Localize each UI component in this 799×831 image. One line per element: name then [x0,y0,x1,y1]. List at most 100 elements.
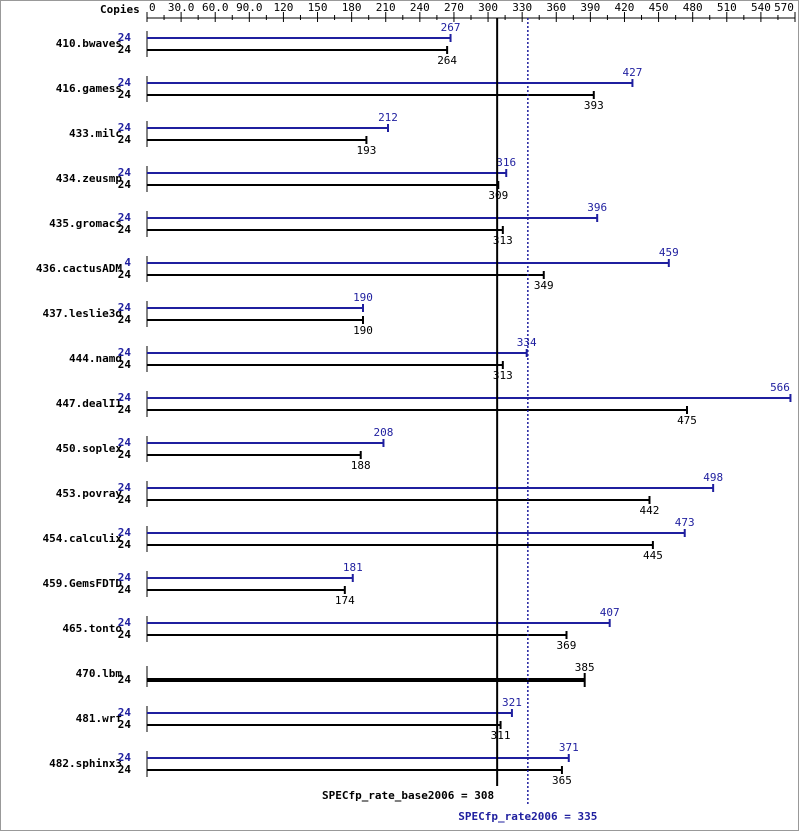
value-label: 208 [374,426,394,439]
value-label: 193 [356,144,376,157]
value-label: 309 [488,189,508,202]
value-label: 313 [493,234,513,247]
value-label: 445 [643,549,663,562]
benchmark-label: 481.wrf [76,712,122,725]
copies-label: 24 [118,538,132,551]
value-label: 473 [675,516,695,529]
benchmark-label: 450.soplex [56,442,123,455]
reference-label: SPECfp_rate_base2006 = 308 [322,789,494,802]
value-label: 188 [351,459,371,472]
copies-label: 24 [118,166,132,179]
value-label: 385 [575,661,595,674]
benchmark-label: 465.tonto [62,622,122,635]
copies-label: 24 [118,358,132,371]
copies-label: 24 [118,403,132,416]
copies-label: 24 [118,43,132,56]
copies-label: 24 [118,268,132,281]
x-tick-label: 270 [444,1,464,14]
copies-label: 24 [118,133,132,146]
value-label: 427 [622,66,642,79]
copies-label: 24 [118,31,132,44]
value-label: 190 [353,291,373,304]
benchmark-label: 459.GemsFDTD [43,577,123,590]
benchmark-label: 416.gamess [56,82,122,95]
benchmark-label: 433.milc [69,127,122,140]
value-label: 396 [587,201,607,214]
x-tick-label: 540 [751,1,771,14]
x-tick-label: 180 [342,1,362,14]
copies-label: 24 [118,301,132,314]
copies-label: 24 [118,178,132,191]
copies-label: 24 [118,391,132,404]
copies-label: 24 [118,346,132,359]
value-label: 349 [534,279,554,292]
value-label: 407 [600,606,620,619]
x-tick-label: 120 [273,1,293,14]
value-label: 311 [491,729,511,742]
copies-label: 24 [118,706,132,719]
x-tick-label: 210 [376,1,396,14]
copies-label: 24 [118,526,132,539]
benchmark-label: 436.cactusADM [36,262,122,275]
value-label: 321 [502,696,522,709]
copies-label: 24 [118,223,132,236]
benchmark-label: 444.namd [69,352,122,365]
copies-label: 4 [124,256,131,269]
value-label: 498 [703,471,723,484]
copies-label: 24 [118,583,132,596]
x-tick-label: 0 [149,1,156,14]
copies-label: 24 [118,628,132,641]
value-label: 181 [343,561,363,574]
benchmark-label: 454.calculix [43,532,123,545]
copies-label: 24 [118,493,132,506]
x-tick-label: 240 [410,1,430,14]
copies-label: 24 [118,718,132,731]
benchmark-label: 470.lbm [76,667,123,680]
value-label: 316 [496,156,516,169]
x-tick-label: 390 [580,1,600,14]
value-label: 365 [552,774,572,787]
value-label: 212 [378,111,398,124]
value-label: 393 [584,99,604,112]
value-label: 190 [353,324,373,337]
value-label: 371 [559,741,579,754]
value-label: 313 [493,369,513,382]
benchmark-label: 410.bwaves [56,37,122,50]
x-tick-label: 90.0 [236,1,263,14]
value-label: 566 [770,381,790,394]
x-tick-label: 570 [774,1,794,14]
value-label: 369 [557,639,577,652]
x-tick-label: 60.0 [202,1,229,14]
copies-label: 24 [118,76,132,89]
copies-header: Copies [100,3,140,16]
copies-label: 24 [118,313,132,326]
copies-label: 24 [118,616,132,629]
copies-label: 24 [118,481,132,494]
benchmark-label: 482.sphinx3 [49,757,122,770]
x-tick-label: 420 [615,1,635,14]
x-tick-label: 30.0 [168,1,195,14]
copies-label: 24 [118,448,132,461]
x-tick-label: 480 [683,1,703,14]
x-tick-label: 450 [649,1,669,14]
value-label: 267 [441,21,461,34]
copies-label: 24 [118,88,132,101]
value-label: 334 [517,336,537,349]
benchmark-label: 435.gromacs [49,217,122,230]
benchmark-label: 447.dealII [56,397,122,410]
copies-label: 24 [118,211,132,224]
value-label: 459 [659,246,679,259]
x-tick-label: 150 [308,1,328,14]
x-tick-label: 330 [512,1,532,14]
copies-label: 24 [118,121,132,134]
x-tick-label: 300 [478,1,498,14]
x-tick-label: 510 [717,1,737,14]
benchmark-label: 453.povray [56,487,123,500]
reference-label: SPECfp_rate2006 = 335 [458,810,597,823]
value-label: 174 [335,594,355,607]
copies-label: 24 [118,751,132,764]
benchmark-label: 434.zeusmp [56,172,123,185]
copies-label: 24 [118,436,132,449]
